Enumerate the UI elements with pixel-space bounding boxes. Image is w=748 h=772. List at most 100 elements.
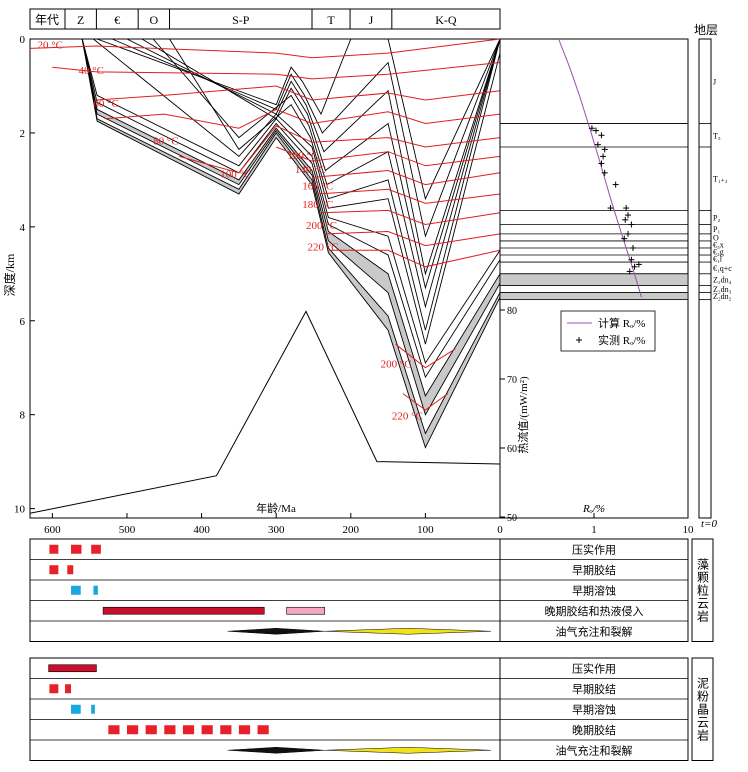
measured-ro-point-5 bbox=[600, 153, 607, 160]
burial-line-10 bbox=[81, 38, 501, 416]
strata-label-9: €₁q+c bbox=[713, 264, 732, 273]
ro-axis-title: Rₒ/% bbox=[582, 503, 605, 515]
isotherm-line-8 bbox=[320, 209, 501, 226]
isotherm-line-10 bbox=[328, 249, 501, 268]
header-frame bbox=[29, 8, 501, 30]
header-label: 年代 bbox=[35, 13, 59, 27]
strata-label-6: €₃x bbox=[713, 240, 724, 249]
gray-band-2 bbox=[82, 39, 500, 448]
measured-ro-point-15 bbox=[621, 235, 628, 242]
heatflow-axis-title: 热流值/(mW/m²) bbox=[516, 376, 530, 454]
event-mark-1-3-7 bbox=[238, 725, 251, 735]
event-group-frame bbox=[29, 657, 689, 761]
event-lens-0-4-1 bbox=[324, 627, 492, 635]
y-axis-title: 深度/km bbox=[2, 253, 17, 296]
burial-line-8 bbox=[81, 38, 501, 379]
measured-ro-point-14 bbox=[625, 230, 632, 237]
ro-tick-label: 1 bbox=[591, 524, 597, 536]
strata-label-7: €₂g bbox=[713, 247, 724, 256]
x-axis-title: 年龄/Ma bbox=[256, 501, 296, 515]
isotherm-label-11: 200 °C bbox=[381, 359, 412, 371]
measured-ro-point-1 bbox=[592, 127, 599, 134]
measured-ro-point-20 bbox=[626, 268, 633, 275]
strata-label-11: Z₂dn₃ bbox=[713, 285, 732, 294]
heatflow-tick-label: 80 bbox=[507, 306, 517, 317]
burial-line-12 bbox=[81, 38, 501, 449]
calc-ro-line bbox=[558, 38, 642, 298]
x-tick-label: 300 bbox=[268, 524, 285, 536]
ro-tick-label: 10 bbox=[683, 524, 695, 536]
isotherm-label-12: 220 °C bbox=[392, 410, 423, 422]
isotherm-line-0 bbox=[29, 38, 501, 59]
x-tick-label: 200 bbox=[343, 524, 360, 536]
event-mark-1-1-1 bbox=[65, 684, 72, 694]
measured-ro-point-6 bbox=[598, 160, 605, 167]
event-mark-0-1-1 bbox=[67, 565, 74, 575]
event-label-0-4: 油气充注和裂解 bbox=[556, 624, 633, 638]
event-label-0-3: 晚期胶结和热液侵入 bbox=[545, 604, 644, 618]
x-tick-label: 0 bbox=[497, 524, 503, 536]
measured-ro-point-11 bbox=[625, 212, 632, 219]
measured-ro-point-16 bbox=[630, 244, 637, 251]
measured-ro-point-19 bbox=[631, 263, 638, 270]
period-6: K-Q bbox=[435, 13, 457, 27]
measured-ro-point-12 bbox=[622, 216, 629, 223]
event-label-1-1: 早期胶结 bbox=[572, 682, 616, 696]
y-tick-label: 4 bbox=[20, 222, 26, 234]
strata-label-2: T₁₊₂ bbox=[713, 175, 728, 184]
event-mark-1-3-2 bbox=[145, 725, 157, 735]
burial-line-6 bbox=[93, 38, 501, 345]
measured-ro-point-9 bbox=[607, 205, 614, 212]
strata-label-10: Z₂dn₄ bbox=[713, 276, 732, 285]
x-tick-label: 600 bbox=[44, 524, 61, 536]
event-lens-0-4-0 bbox=[227, 627, 325, 635]
event-mark-0-0-2 bbox=[91, 544, 101, 554]
event-label-0-2: 早期溶蚀 bbox=[572, 583, 616, 597]
heatflow-tick-label: 50 bbox=[507, 513, 517, 524]
isotherm-label-8: 180 °C bbox=[302, 199, 333, 211]
event-mark-1-2-0 bbox=[71, 704, 81, 714]
x-tick-label: 400 bbox=[193, 524, 210, 536]
isotherm-line-3 bbox=[104, 108, 501, 129]
measured-ro-point-13 bbox=[628, 221, 635, 228]
event-mark-0-1-0 bbox=[49, 565, 59, 575]
period-1: € bbox=[114, 13, 120, 27]
event-bar-1-0-0-0 bbox=[48, 664, 97, 673]
strata-label-3: P₂ bbox=[713, 213, 720, 222]
event-label-0-0: 压实作用 bbox=[572, 542, 616, 556]
event-mark-1-3-8 bbox=[257, 725, 269, 735]
legend-entry-calc: 计算 Rₒ/% bbox=[598, 316, 645, 330]
event-mark-0-2-0 bbox=[71, 585, 81, 595]
event-label-1-3: 晚期胶结 bbox=[572, 723, 616, 737]
event-mark-1-3-5 bbox=[201, 725, 213, 735]
event-mark-1-3-4 bbox=[182, 725, 195, 735]
isotherm-label-6: 140 °C bbox=[295, 164, 326, 176]
strata-bottom-label: t=0 bbox=[701, 518, 717, 530]
isotherm-line-2 bbox=[96, 85, 501, 101]
y-tick-label: 0 bbox=[20, 34, 26, 46]
isotherm-label-5: 120 °C bbox=[287, 150, 318, 162]
isotherm-label-10: 220 °C bbox=[308, 241, 339, 253]
strata-column: 地层 J T₃ T₁₊₂ P₂ P₁O€₃x€₂g€₁l€₁q+c Z₂dn₄Z₂dn₃Z₂… bbox=[694, 23, 732, 530]
event-mark-1-3-3 bbox=[164, 725, 176, 735]
isotherm-label-3: 80 °C bbox=[153, 136, 179, 148]
measured-ro-point-8 bbox=[612, 181, 619, 188]
y-tick-label: 2 bbox=[20, 128, 26, 140]
isotherm-line-5 bbox=[276, 146, 501, 167]
event-group-frame bbox=[29, 538, 689, 642]
y-tick-label: 10 bbox=[14, 504, 26, 516]
burial-line-1 bbox=[111, 38, 501, 238]
burial-line-11 bbox=[81, 38, 501, 435]
isotherm-line-11 bbox=[395, 343, 456, 369]
y-tick-label: 6 bbox=[20, 316, 26, 328]
measured-ro-point-4 bbox=[601, 146, 608, 153]
period-header: 年代 Z € O S-P T J K-Q bbox=[29, 8, 501, 30]
isotherm-label-4: 100 °C bbox=[220, 169, 251, 181]
x-tick-label: 500 bbox=[119, 524, 136, 536]
event-bar-0-3-0-0 bbox=[102, 606, 265, 615]
event-mark-1-3-6 bbox=[220, 725, 232, 735]
event-label-1-2: 早期溶蚀 bbox=[572, 702, 616, 716]
diagenesis-timeline: 藻颗粒云岩压实作用早期胶结早期溶蚀晚期胶结和热液侵入油气充注和裂解泥粉晶云岩压实… bbox=[29, 538, 714, 761]
event-label-1-0: 压实作用 bbox=[572, 661, 616, 675]
